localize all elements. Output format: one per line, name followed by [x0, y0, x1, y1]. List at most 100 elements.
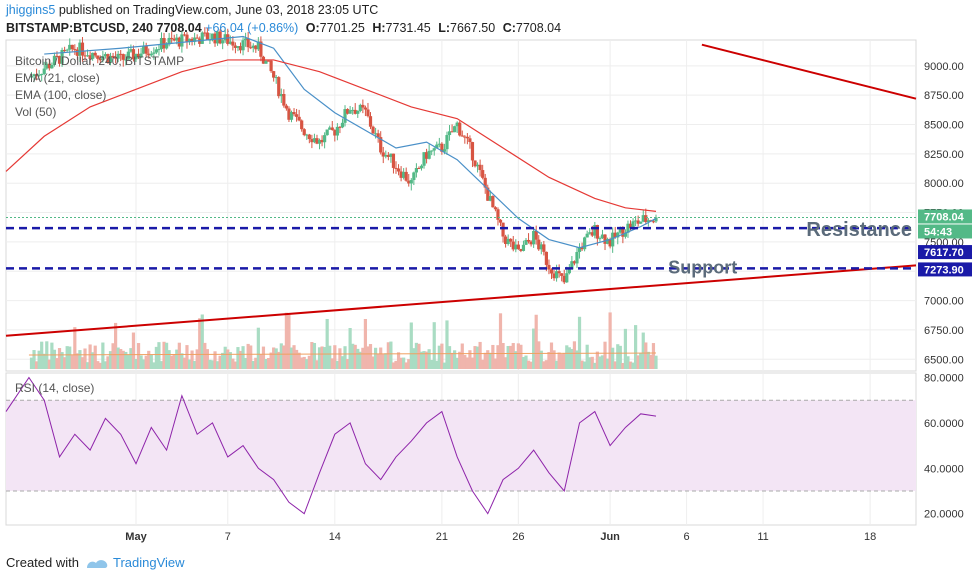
candle-body	[60, 49, 64, 64]
candle-body	[338, 126, 342, 128]
volume-bar	[246, 343, 250, 369]
volume-bar	[368, 344, 373, 369]
time-axis[interactable]: May 7 14 21 26 Jun 6 11 18	[125, 531, 876, 543]
candle-body	[386, 154, 390, 157]
volume-bar	[371, 356, 375, 369]
falling-trendline[interactable]	[701, 43, 917, 100]
candle-body	[282, 94, 286, 106]
volume-bar	[511, 343, 515, 369]
volume-bar	[524, 355, 528, 369]
tradingview-link[interactable]: TradingView	[85, 555, 185, 570]
volume-bar	[34, 361, 39, 369]
candle-body	[529, 241, 533, 245]
volume-bar	[221, 352, 225, 369]
volume-bar	[126, 354, 130, 369]
candle-body	[412, 172, 416, 181]
volume-bar	[205, 349, 209, 369]
candle-body	[180, 34, 184, 47]
candle-body	[193, 37, 197, 42]
volume-bar	[491, 344, 495, 369]
rising-trendline[interactable]	[5, 264, 917, 337]
candle-body	[419, 165, 424, 169]
candle-body	[144, 45, 148, 54]
volume-bar	[210, 360, 215, 369]
candle-body	[272, 71, 276, 78]
volume-bar	[374, 347, 378, 369]
volume-bar	[29, 357, 34, 369]
volume-bar	[233, 361, 238, 369]
volume-bar	[552, 350, 556, 369]
volume-bar	[175, 349, 179, 369]
candle-body	[440, 143, 444, 152]
volume-bar	[595, 351, 599, 369]
candle-body	[159, 38, 164, 50]
candle-body	[223, 34, 227, 41]
candle-body	[249, 47, 253, 49]
volume-bar	[96, 361, 100, 369]
volume-bar	[447, 346, 452, 369]
volume-bar	[139, 355, 143, 369]
candle-body	[590, 232, 594, 236]
volume-bar	[384, 353, 388, 369]
volume-bar	[60, 352, 64, 369]
candle-body	[205, 32, 209, 40]
candle-body	[32, 74, 36, 77]
volume-bar	[213, 351, 217, 369]
volume-bar	[414, 342, 418, 369]
candle-body	[368, 116, 373, 127]
volume-bar	[631, 362, 635, 369]
candle-body	[68, 44, 72, 50]
candle-body	[93, 52, 97, 56]
volume-bar	[85, 362, 90, 369]
candle-body	[391, 153, 396, 168]
low-label: L:	[438, 21, 451, 35]
candle-body	[116, 53, 120, 59]
volume-bar	[483, 352, 487, 369]
candle-body	[547, 264, 551, 270]
time-tick-label: 21	[436, 531, 448, 543]
candle-body	[266, 60, 271, 62]
candle-body	[149, 53, 153, 56]
candle-body	[560, 273, 564, 276]
volume-bar	[47, 359, 51, 369]
volume-bar	[254, 357, 258, 369]
legend-vol: Vol (50)	[15, 105, 57, 119]
candle-body	[424, 152, 429, 159]
volume-bar	[442, 362, 447, 369]
candle-body	[549, 269, 554, 274]
candle-body	[164, 44, 169, 49]
price-change: +66.04 (+0.86%)	[205, 21, 299, 35]
candle-body	[231, 41, 235, 46]
rsi-axis[interactable]: 20.0000 40.0000 60.0000 80.0000	[924, 373, 964, 521]
volume-bar	[532, 328, 536, 369]
candle-body	[585, 233, 589, 238]
volume-bar	[142, 359, 146, 369]
volume-bar	[63, 357, 67, 369]
candle-body	[251, 45, 255, 48]
time-tick-label: 11	[757, 531, 768, 543]
username-link[interactable]: jhiggins5	[6, 3, 56, 17]
candle-body	[134, 53, 138, 60]
candle-body	[498, 219, 503, 223]
candle-body	[185, 34, 189, 42]
volume-bar	[572, 341, 577, 369]
candle-body	[246, 38, 250, 48]
volume-bar	[93, 345, 97, 369]
volume-bar	[356, 348, 360, 369]
price-axis[interactable]: 6500.006750.007000.007250.007500.007750.…	[924, 61, 964, 366]
volume-bar	[498, 313, 503, 369]
volume-bar	[251, 360, 255, 369]
volume-bar	[399, 357, 403, 369]
candle-body	[488, 196, 492, 201]
volume-bar	[177, 342, 181, 369]
volume-bar	[361, 347, 365, 369]
candle-body	[447, 131, 452, 136]
volume-bar	[320, 346, 324, 369]
volume-bar	[598, 356, 602, 369]
volume-bar	[389, 341, 393, 369]
volume-bar	[264, 358, 268, 369]
volume-bar	[623, 328, 628, 369]
volume-bar	[167, 350, 171, 369]
candle-body	[572, 261, 577, 264]
